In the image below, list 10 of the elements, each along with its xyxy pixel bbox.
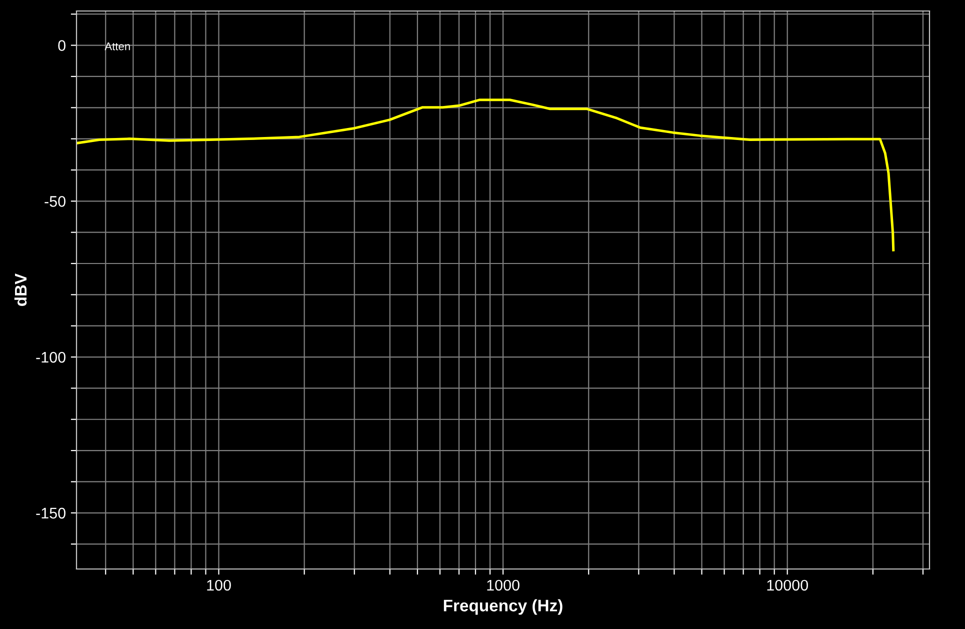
x-axis-title: Frequency (Hz) xyxy=(444,599,562,615)
y-tick-label: -150 xyxy=(36,508,66,519)
x-tick-label: 1000 xyxy=(487,580,520,591)
annotation: Atten xyxy=(104,42,130,50)
y-tick-label: -50 xyxy=(44,196,66,207)
y-axis-title: dBV xyxy=(14,273,27,306)
x-tick-label: 10000 xyxy=(767,580,808,591)
x-tick-label: 100 xyxy=(207,580,231,591)
y-tick-label: -100 xyxy=(36,352,66,363)
y-tick-label: 0 xyxy=(58,40,66,51)
